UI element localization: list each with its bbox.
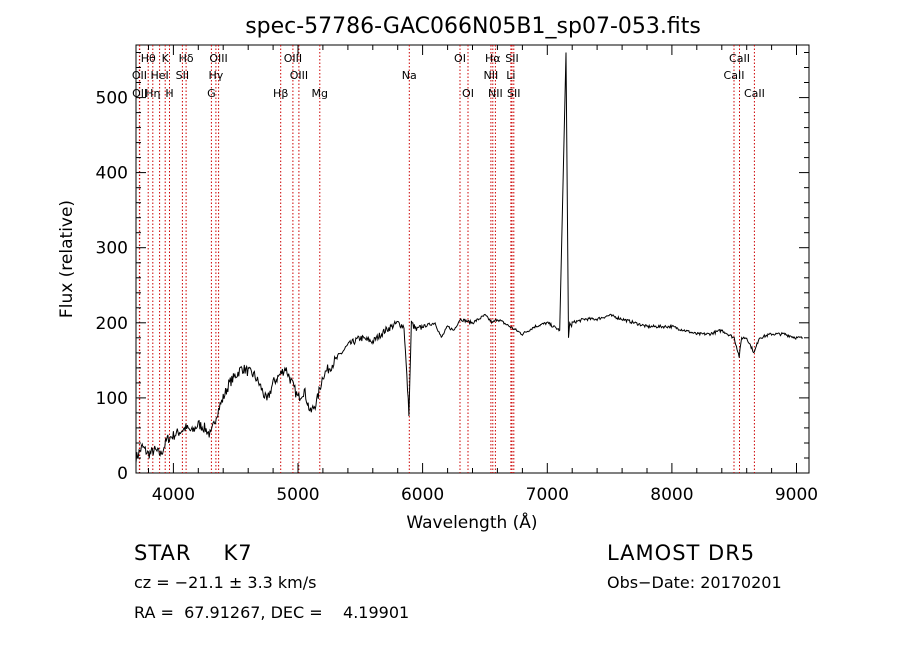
line-label-24: SII bbox=[507, 87, 520, 100]
line-label-1: OII bbox=[132, 69, 147, 82]
x-axis-label: Wavelength (Å) bbox=[406, 511, 537, 533]
y-axis-label: Flux (relative) bbox=[57, 200, 77, 318]
line-label-8: Hδ bbox=[179, 52, 194, 65]
line-label-15: Mg bbox=[312, 87, 328, 100]
line-label-23: Li bbox=[506, 69, 515, 82]
x-tick-label-5: 9000 bbox=[775, 485, 818, 505]
line-label-16: Na bbox=[402, 69, 417, 82]
class-label: STAR bbox=[134, 541, 192, 565]
y-tick-label-3: 300 bbox=[96, 239, 128, 259]
line-label-21: NII bbox=[488, 87, 503, 100]
plot-frame bbox=[135, 44, 810, 474]
coordinates-label: RA = 67.91267, DEC = 4.19901 bbox=[134, 603, 410, 622]
y-axis: 0 100 200 300 400 500 bbox=[96, 52, 809, 484]
subclass-label: K7 bbox=[223, 541, 253, 565]
line-label-19: Hα bbox=[485, 52, 501, 65]
spectrum-line bbox=[135, 52, 804, 464]
survey-label: LAMOST DR5 bbox=[607, 541, 756, 565]
line-label-17: OI bbox=[454, 52, 466, 65]
line-label-7: SII bbox=[176, 69, 189, 82]
object-class: STAR K7 bbox=[134, 541, 253, 565]
line-label-11: G bbox=[207, 87, 216, 100]
line-label-22: SII bbox=[505, 52, 518, 65]
chart-title: spec-57786-GAC066N05B1_sp07-053.fits bbox=[245, 14, 701, 39]
x-tick-label-4: 8000 bbox=[650, 485, 693, 505]
x-axis: 4000 5000 6000 7000 8000 9000 bbox=[148, 45, 818, 505]
line-label-0: Hθ bbox=[141, 52, 156, 65]
obs-date-label: Obs−Date: 20170201 bbox=[607, 573, 782, 592]
line-label-3: Hη bbox=[145, 87, 160, 100]
x-tick-label-3: 7000 bbox=[526, 485, 569, 505]
x-tick-label-1: 5000 bbox=[276, 485, 319, 505]
line-label-12: Hβ bbox=[273, 87, 288, 100]
y-tick-label-1: 100 bbox=[96, 389, 128, 409]
line-label-26: CaII bbox=[729, 52, 750, 65]
line-label-13: OIII bbox=[284, 52, 302, 65]
x-tick-label-0: 4000 bbox=[152, 485, 195, 505]
x-tick-label-2: 6000 bbox=[401, 485, 444, 505]
line-label-2: OII bbox=[132, 87, 147, 100]
line-label-4: HeI bbox=[150, 69, 168, 82]
y-tick-label-2: 200 bbox=[96, 314, 128, 334]
line-label-18: OI bbox=[462, 87, 474, 100]
line-label-25: CaII bbox=[724, 69, 745, 82]
line-markers bbox=[138, 45, 755, 473]
y-tick-label-0: 0 bbox=[117, 464, 128, 484]
y-tick-label-5: 500 bbox=[96, 89, 128, 109]
y-tick-label-4: 400 bbox=[96, 164, 128, 184]
redshift-label: cz = −21.1 ± 3.3 km/s bbox=[134, 573, 317, 592]
line-label-10: Hγ bbox=[209, 69, 224, 82]
line-label-5: K bbox=[162, 52, 170, 65]
line-label-6: H bbox=[165, 87, 173, 100]
line-label-9: OIII bbox=[209, 52, 227, 65]
line-label-27: CaII bbox=[744, 87, 765, 100]
line-label-14: OIII bbox=[290, 69, 308, 82]
line-label-20: NII bbox=[484, 69, 499, 82]
